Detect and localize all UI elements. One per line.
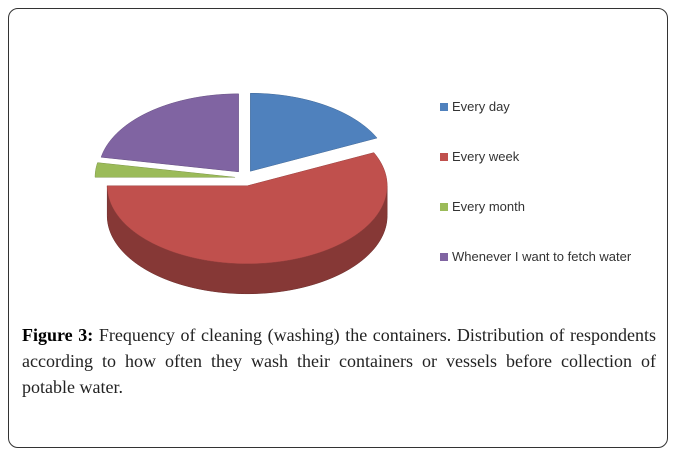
caption-label: Figure 3: — [22, 325, 94, 345]
legend-swatch — [440, 203, 448, 211]
legend-swatch — [440, 103, 448, 111]
pie-slice — [94, 162, 236, 178]
legend: Every day Every week Every month Whenever I… — [440, 98, 640, 298]
caption-text: Frequency of cleaning (washing) the cont… — [22, 325, 657, 397]
pie-slice — [100, 93, 239, 173]
legend-item: Whenever I want to fetch water — [440, 248, 640, 298]
legend-item: Every month — [440, 198, 640, 248]
legend-label: Every month — [452, 199, 525, 214]
legend-swatch — [440, 253, 448, 261]
legend-item: Every week — [440, 148, 640, 198]
pie-slice — [106, 152, 388, 265]
legend-item: Every day — [440, 98, 640, 148]
pie-slice — [250, 92, 378, 172]
legend-label: Every day — [452, 99, 510, 114]
legend-swatch — [440, 153, 448, 161]
legend-label: Whenever I want to fetch water — [452, 249, 632, 264]
legend-label: Every week — [452, 149, 520, 164]
figure-frame — [8, 8, 668, 448]
caption: Figure 3: Frequency of cleaning (washing… — [22, 322, 656, 400]
